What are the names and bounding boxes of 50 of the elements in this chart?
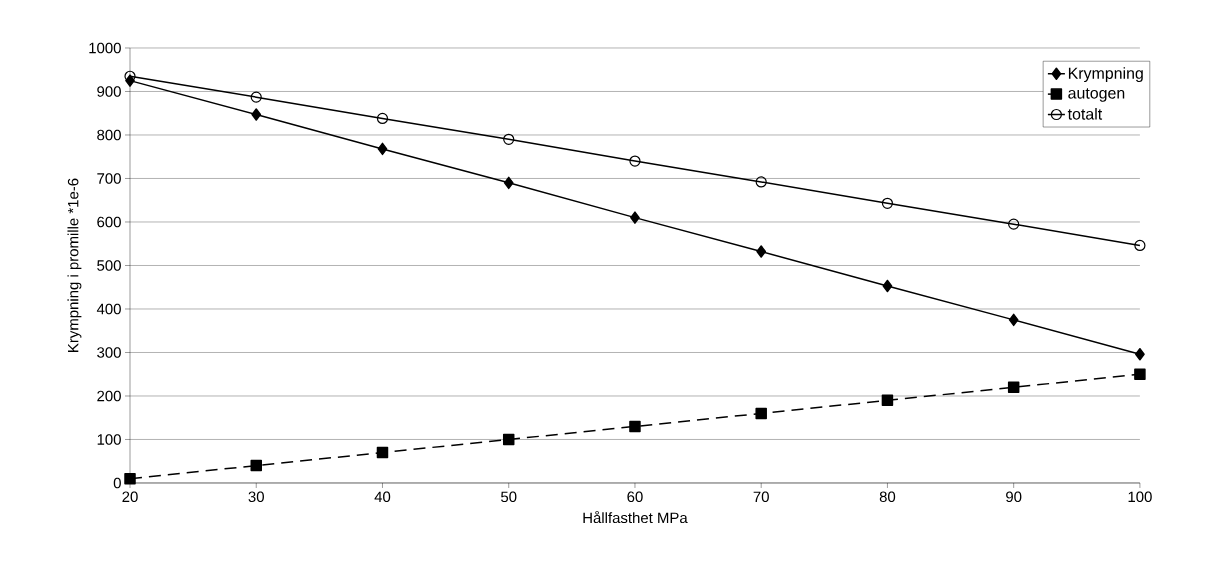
y-tick-label: 1000: [89, 42, 121, 54]
point: [630, 211, 640, 224]
point: [755, 176, 767, 188]
point: [376, 112, 389, 125]
point: [1135, 347, 1145, 361]
point: [882, 279, 893, 293]
point: [251, 108, 262, 121]
point: [1007, 381, 1020, 394]
legend-label: autogen: [1068, 88, 1125, 102]
x-tick-label: 40: [374, 491, 391, 503]
point: [1134, 239, 1146, 252]
y-tick-label: 500: [97, 260, 121, 271]
x-tick-label: 100: [1128, 491, 1152, 503]
x-tick-label: 70: [753, 491, 769, 503]
point: [1008, 218, 1020, 230]
point: [503, 133, 515, 145]
y-tick-label: 100: [97, 434, 121, 445]
point: [250, 459, 262, 472]
x-tick-label: 50: [501, 491, 517, 503]
point: [503, 176, 514, 190]
point: [756, 245, 767, 258]
point: [629, 420, 641, 433]
x-tick-label: 80: [879, 491, 896, 503]
y-tick-label: 300: [97, 347, 121, 358]
y-tick-label: 600: [97, 216, 121, 228]
x-tick-label: 90: [1006, 491, 1022, 503]
x-tick-label: 30: [248, 491, 264, 503]
point: [250, 91, 262, 103]
y-tick-label: 200: [97, 390, 121, 402]
x-tick-label: 60: [627, 491, 643, 503]
point: [629, 155, 641, 167]
y-tick-label: 700: [97, 173, 121, 184]
point: [124, 472, 136, 485]
point: [502, 433, 515, 446]
point: [376, 446, 389, 459]
y-axis-title: Krympning i promille *1e-6: [67, 178, 82, 352]
y-tick-label: 0: [113, 477, 121, 489]
x-tick-label: 20: [122, 491, 138, 503]
legend-label: totalt: [1067, 108, 1103, 120]
point: [755, 407, 767, 420]
y-tick-label: 400: [96, 303, 121, 315]
point: [1008, 313, 1019, 327]
point: [881, 394, 894, 407]
point: [377, 142, 388, 156]
point: [1134, 368, 1146, 380]
y-tick-label: 900: [97, 86, 121, 97]
legend-label: Krympning: [1068, 67, 1143, 83]
y-tick-label: 800: [97, 129, 121, 141]
x-axis-title: Hållfasthet MPa: [583, 510, 688, 524]
point: [881, 197, 894, 209]
